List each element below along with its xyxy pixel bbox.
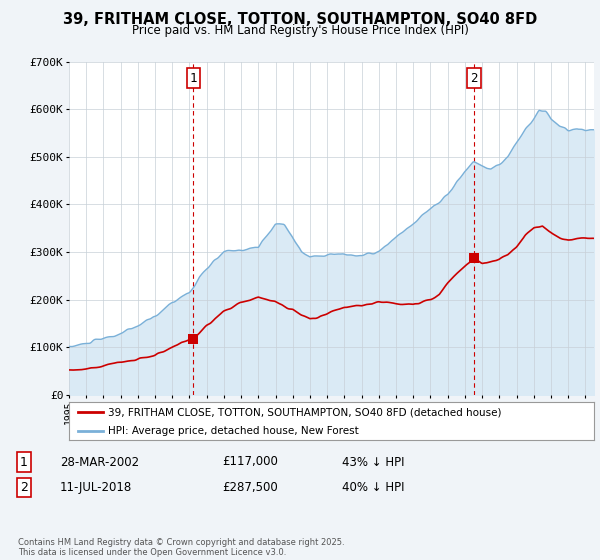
Text: 11-JUL-2018: 11-JUL-2018 xyxy=(60,480,132,494)
Text: 1: 1 xyxy=(190,72,197,85)
Text: Price paid vs. HM Land Registry's House Price Index (HPI): Price paid vs. HM Land Registry's House … xyxy=(131,24,469,36)
Text: 1: 1 xyxy=(20,455,28,469)
Text: HPI: Average price, detached house, New Forest: HPI: Average price, detached house, New … xyxy=(109,426,359,436)
Text: 39, FRITHAM CLOSE, TOTTON, SOUTHAMPTON, SO40 8FD: 39, FRITHAM CLOSE, TOTTON, SOUTHAMPTON, … xyxy=(63,12,537,27)
Text: 40% ↓ HPI: 40% ↓ HPI xyxy=(342,480,404,494)
Text: 39, FRITHAM CLOSE, TOTTON, SOUTHAMPTON, SO40 8FD (detached house): 39, FRITHAM CLOSE, TOTTON, SOUTHAMPTON, … xyxy=(109,407,502,417)
Text: Contains HM Land Registry data © Crown copyright and database right 2025.
This d: Contains HM Land Registry data © Crown c… xyxy=(18,538,344,557)
Text: 2: 2 xyxy=(20,480,28,494)
Text: £287,500: £287,500 xyxy=(222,480,278,494)
Text: 2: 2 xyxy=(470,72,478,85)
Text: 28-MAR-2002: 28-MAR-2002 xyxy=(60,455,139,469)
Text: £117,000: £117,000 xyxy=(222,455,278,469)
Text: 43% ↓ HPI: 43% ↓ HPI xyxy=(342,455,404,469)
